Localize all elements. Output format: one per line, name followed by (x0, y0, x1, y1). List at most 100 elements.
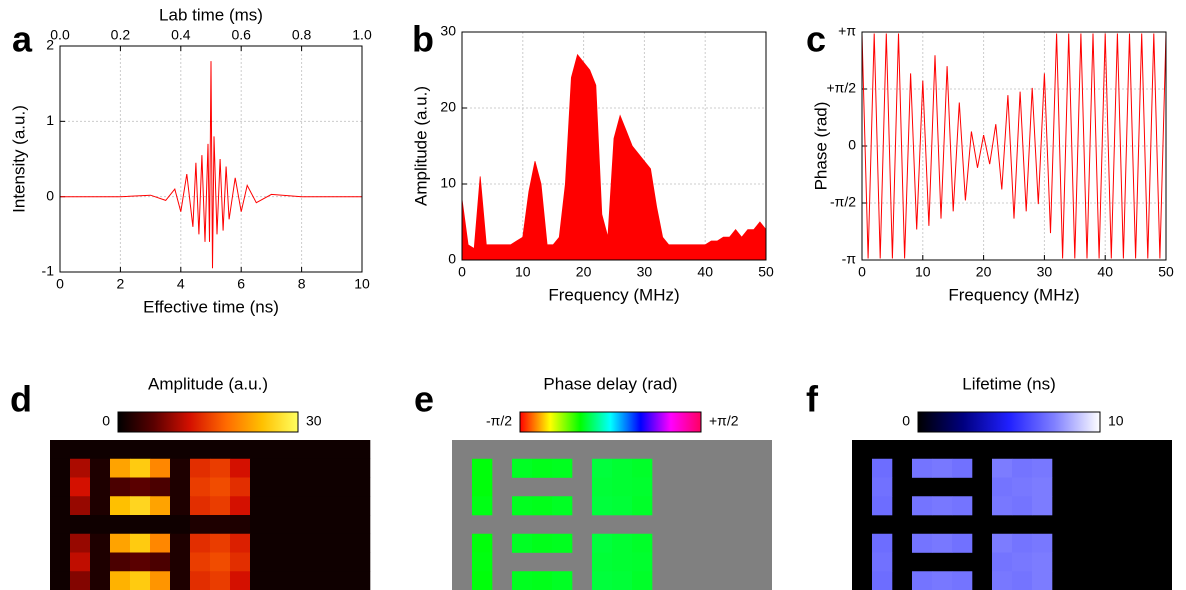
pixel (350, 458, 371, 478)
pixel (310, 458, 331, 478)
pixel (150, 458, 171, 478)
pixel (310, 440, 331, 460)
pixel (1012, 477, 1033, 497)
pixel (1012, 552, 1033, 572)
pixel (612, 496, 633, 516)
pixel (532, 496, 553, 516)
pixel (110, 515, 131, 535)
pixel (130, 552, 151, 572)
x-tick-label: 40 (697, 264, 713, 280)
y-axis-title: Amplitude (a.u.) (411, 86, 430, 206)
pixel (250, 496, 271, 516)
pixel (872, 552, 893, 572)
colorbar-tick-label: 0 (902, 413, 910, 429)
pixel (350, 496, 371, 516)
pixel (592, 477, 613, 497)
pixel (250, 440, 271, 460)
pixel (230, 515, 251, 535)
pixel (50, 477, 71, 497)
pixel (50, 533, 71, 553)
x-tick-label: 30 (1037, 264, 1053, 280)
pixel (210, 552, 231, 572)
pixel (290, 515, 311, 535)
panel-label: a (12, 19, 33, 60)
pixel (230, 458, 251, 478)
pixel (532, 458, 553, 478)
pixel (50, 515, 71, 535)
pixel (1032, 458, 1053, 478)
pixel (592, 571, 613, 590)
pixel (90, 477, 111, 497)
x2-tick-label: 0.0 (50, 27, 70, 43)
pixel (70, 496, 91, 516)
pixel (310, 515, 331, 535)
pixel (130, 477, 151, 497)
colorbar-title: Phase delay (rad) (543, 374, 677, 393)
pixel (310, 552, 331, 572)
pixel (952, 458, 973, 478)
y-tick-label: 2 (46, 37, 54, 53)
pixel (310, 571, 331, 590)
pixel (872, 533, 893, 553)
pixel (932, 571, 953, 590)
y-tick-label: 1 (46, 112, 54, 128)
pixel (290, 571, 311, 590)
pixel (330, 571, 351, 590)
pixel (330, 496, 351, 516)
pixel (952, 533, 973, 553)
x2-tick-label: 0.2 (111, 27, 131, 43)
panel-label: f (806, 379, 819, 420)
pixel (612, 533, 633, 553)
pixel (190, 515, 211, 535)
pixel (512, 533, 533, 553)
pixel (50, 496, 71, 516)
pixel (150, 515, 171, 535)
x-tick-label: 0 (56, 276, 64, 292)
pixel (210, 458, 231, 478)
pixel (210, 440, 231, 460)
pixel (310, 496, 331, 516)
pixel (290, 552, 311, 572)
pixel (1012, 458, 1033, 478)
panel-label: c (806, 19, 826, 60)
pixel (270, 458, 291, 478)
pixel (250, 477, 271, 497)
pixel (170, 440, 191, 460)
pixel (290, 533, 311, 553)
pixel (50, 571, 71, 590)
pixel (150, 477, 171, 497)
pixel (912, 496, 933, 516)
x-tick-label: 40 (1097, 264, 1113, 280)
pixel (270, 496, 291, 516)
pixel (992, 533, 1013, 553)
pixel (110, 458, 131, 478)
pixel (872, 496, 893, 516)
pixel (592, 533, 613, 553)
pixel (872, 477, 893, 497)
pixel (350, 477, 371, 497)
y-tick-label: -π/2 (830, 194, 856, 210)
x2-tick-label: 0.4 (171, 27, 191, 43)
pixel (612, 552, 633, 572)
pixel (552, 496, 573, 516)
pixel (270, 440, 291, 460)
pixel (150, 440, 171, 460)
pixel (632, 477, 653, 497)
pixel (1012, 533, 1033, 553)
x-tick-label: 0 (858, 264, 866, 280)
pixel (90, 571, 111, 590)
pixel (632, 552, 653, 572)
x-axis-title: Effective time (ns) (143, 297, 279, 316)
pixel (992, 458, 1013, 478)
pixel (170, 571, 191, 590)
pixel (130, 458, 151, 478)
pixel (230, 496, 251, 516)
pixel (350, 440, 371, 460)
pixel (50, 458, 71, 478)
x2-tick-label: 0.6 (231, 27, 251, 43)
x-axis-title: Frequency (MHz) (548, 285, 679, 304)
pixel (1032, 533, 1053, 553)
pixel (1012, 496, 1033, 516)
pixel (190, 458, 211, 478)
pixel (992, 571, 1013, 590)
